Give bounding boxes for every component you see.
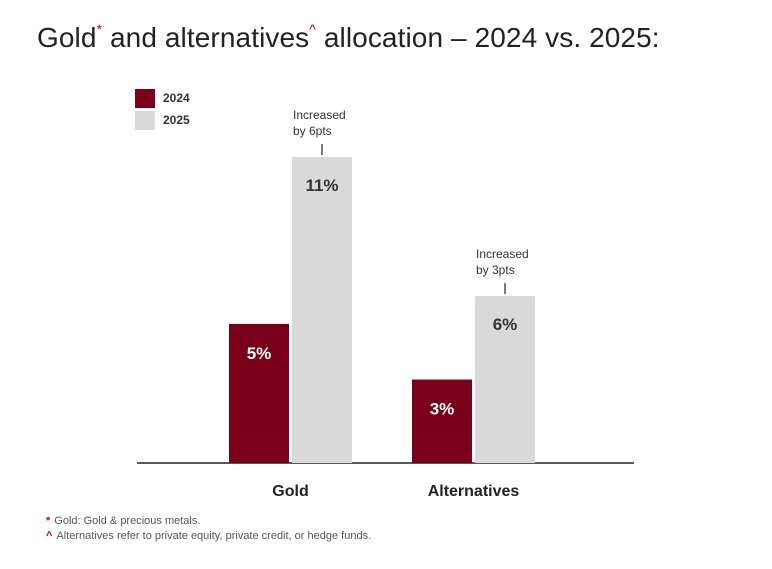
footnote-alternatives-mark: ^ bbox=[46, 530, 53, 542]
title-gold: Gold bbox=[37, 22, 97, 53]
annotation-line1-gold: Increased bbox=[293, 108, 346, 122]
footnote-gold: * Gold: Gold & precious metals. bbox=[46, 515, 371, 527]
title-alternatives: and alternatives bbox=[102, 22, 310, 53]
title-gold-mark: * bbox=[96, 20, 103, 37]
annotation-line2-alternatives: by 3pts bbox=[476, 263, 515, 277]
legend: 2024 2025 bbox=[135, 88, 190, 132]
category-label-gold: Gold bbox=[272, 483, 308, 500]
legend-swatch-2024 bbox=[135, 88, 155, 108]
bar-gold-2024 bbox=[229, 323, 289, 463]
title-rest: allocation – 2024 vs. 2025: bbox=[315, 22, 660, 53]
chart-title: Gold* and alternatives^ allocation – 202… bbox=[37, 20, 660, 54]
bar-alternatives-2025 bbox=[475, 296, 535, 463]
bar-gold-2025 bbox=[292, 157, 352, 463]
legend-item-2025: 2025 bbox=[135, 110, 190, 130]
category-label-alternatives: Alternatives bbox=[428, 483, 520, 500]
annotation-line1-alternatives: Increased bbox=[476, 247, 529, 261]
legend-swatch-2025 bbox=[135, 110, 155, 130]
footnote-alternatives-text: Alternatives refer to private equity, pr… bbox=[56, 530, 372, 542]
annotation-line2-gold: by 6pts bbox=[293, 124, 332, 138]
legend-label-2025: 2025 bbox=[163, 113, 190, 127]
legend-label-2024: 2024 bbox=[163, 91, 190, 105]
title-alternatives-mark: ^ bbox=[309, 20, 316, 37]
footnote-gold-text: Gold: Gold & precious metals. bbox=[54, 515, 201, 527]
footnote-gold-mark: * bbox=[46, 515, 51, 527]
value-label-alternatives-2025: 6% bbox=[493, 315, 518, 334]
legend-item-2024: 2024 bbox=[135, 88, 190, 108]
value-label-alternatives-2024: 3% bbox=[430, 400, 455, 419]
footnotes: * Gold: Gold & precious metals. ^ Alternat… bbox=[46, 515, 371, 545]
bar-alternatives-2024 bbox=[412, 379, 472, 463]
value-label-gold-2025: 11% bbox=[305, 176, 338, 195]
value-label-gold-2024: 5% bbox=[247, 344, 272, 363]
footnote-alternatives: ^ Alternatives refer to private equity, p… bbox=[46, 530, 371, 542]
